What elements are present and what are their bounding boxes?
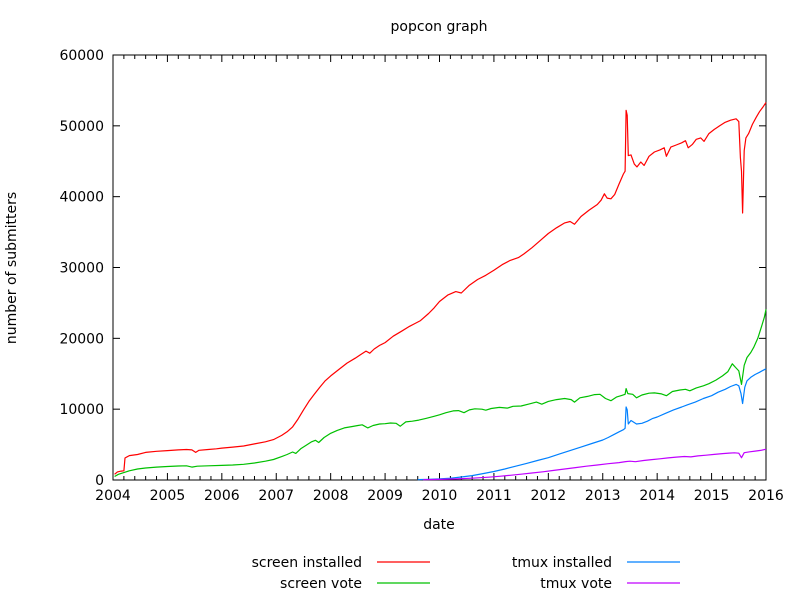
series-line-tmux-vote <box>423 448 767 481</box>
y-tick-label: 30000 <box>59 261 104 277</box>
legend-label: tmux vote <box>540 576 612 592</box>
y-tick-label: 10000 <box>59 402 104 418</box>
x-tick-label: 2007 <box>258 488 294 504</box>
x-tick-label: 2008 <box>313 488 349 504</box>
chart-title: popcon graph <box>391 19 488 35</box>
x-tick-label: 2011 <box>476 488 512 504</box>
x-tick-label: 2010 <box>422 488 458 504</box>
y-tick-label: 60000 <box>59 48 104 64</box>
axis-ticks: 2004 2005 2006 2007 2008 2009 2010 2011 2012 2013… <box>59 48 783 504</box>
y-axis-label: number of submitters <box>4 192 20 344</box>
x-tick-label: 2015 <box>694 488 730 504</box>
x-tick-label: 2005 <box>150 488 186 504</box>
x-tick-label: 2016 <box>748 488 784 504</box>
x-tick-label: 2012 <box>531 488 567 504</box>
x-tick-label: 2013 <box>585 488 621 504</box>
legend-item-tmux-installed: tmux installed <box>512 555 680 571</box>
x-axis-label: date <box>423 517 455 533</box>
y-tick-label: 50000 <box>59 119 104 135</box>
plot-border <box>112 54 767 481</box>
x-tick-label: 2006 <box>204 488 240 504</box>
legend-label: screen installed <box>252 555 362 571</box>
series-line-screen-installed <box>114 102 767 475</box>
legend-label: screen vote <box>280 576 362 592</box>
legend-label: tmux installed <box>512 555 612 571</box>
series-lines <box>114 102 767 481</box>
legend: screen installed screen vote tmux installe… <box>252 555 680 592</box>
legend-item-screen-installed: screen installed <box>252 555 430 571</box>
y-tick-label: 0 <box>95 473 104 489</box>
legend-item-tmux-vote: tmux vote <box>540 576 680 592</box>
x-tick-label: 2009 <box>367 488 403 504</box>
y-tick-label: 20000 <box>59 331 104 347</box>
legend-item-screen-vote: screen vote <box>280 576 430 592</box>
series-line-screen-vote <box>114 309 767 478</box>
y-tick-label: 40000 <box>59 190 104 206</box>
x-tick-label: 2014 <box>639 488 675 504</box>
series-line-tmux-installed <box>417 368 767 481</box>
x-tick-label: 2004 <box>95 488 131 504</box>
